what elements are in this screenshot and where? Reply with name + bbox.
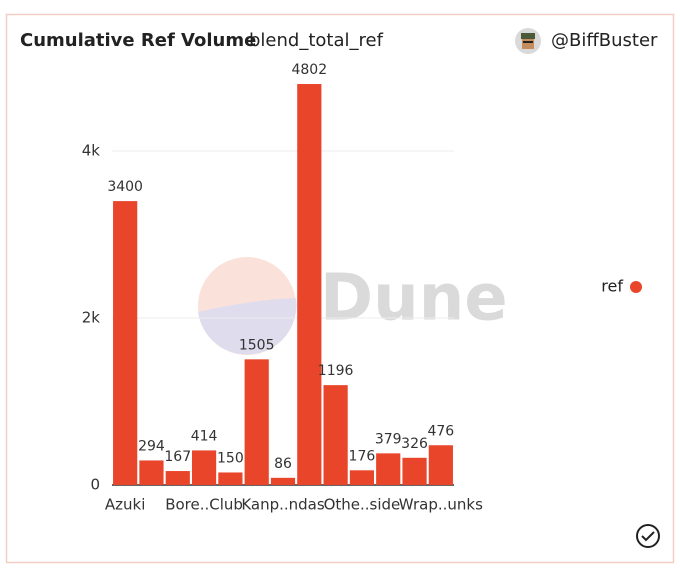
bar — [428, 445, 453, 485]
data-label: 176 — [349, 448, 376, 464]
bar — [113, 201, 138, 485]
bar — [323, 385, 348, 485]
y-tick-label: 2k — [82, 309, 101, 327]
bar — [270, 477, 296, 485]
x-tick-label: Othe..side — [324, 496, 401, 514]
bar — [349, 470, 375, 485]
data-label: 3400 — [107, 179, 143, 195]
bar — [297, 84, 322, 486]
x-tick-label: Kanp..ndas — [241, 496, 325, 514]
data-label: 326 — [401, 436, 428, 452]
data-label: 379 — [375, 431, 402, 447]
data-label: 4802 — [291, 62, 327, 78]
bar — [376, 453, 401, 485]
check-icon[interactable] — [636, 524, 660, 548]
data-label: 167 — [164, 449, 191, 465]
avatar — [515, 28, 541, 54]
legend-swatch — [630, 281, 642, 293]
data-label: 294 — [138, 438, 165, 454]
data-label: 476 — [427, 423, 454, 439]
author: @BiffBuster — [551, 30, 658, 51]
data-label: 1505 — [239, 337, 275, 353]
bar — [402, 457, 427, 485]
x-tick-label: Azuki — [105, 496, 146, 514]
watermark: Dune — [198, 257, 508, 355]
chart-subtitle: blend_total_ref — [249, 30, 384, 51]
data-label: 86 — [274, 456, 292, 472]
bar — [244, 359, 269, 485]
x-tick-label: Bore..Club — [165, 496, 243, 514]
legend-label: ref — [601, 277, 623, 296]
x-tick-label: Wrap..unks — [399, 496, 483, 514]
data-label: 1196 — [318, 363, 354, 379]
bar — [165, 471, 190, 485]
watermark-text: Dune — [320, 262, 508, 336]
data-label: 414 — [191, 428, 218, 444]
bar — [191, 450, 217, 485]
y-tick-label: 0 — [90, 476, 100, 494]
y-tick-label: 4k — [82, 142, 101, 160]
data-label: 150 — [217, 450, 244, 466]
bar — [139, 460, 164, 485]
bar — [218, 472, 243, 485]
chart-title: Cumulative Ref Volume — [20, 30, 256, 51]
